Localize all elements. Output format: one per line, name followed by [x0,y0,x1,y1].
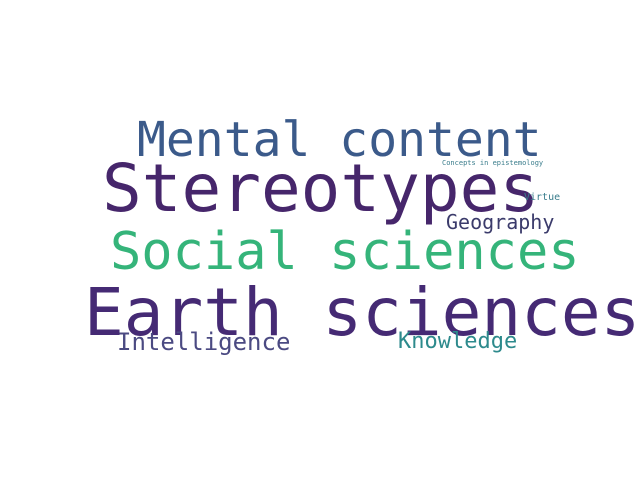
word-stereotypes: Stereotypes [102,150,540,227]
word-concepts-in-epistemology: Concepts in epistemology [442,159,544,167]
word-geography: Geography [446,210,555,234]
word-knowledge: Knowledge [398,329,518,354]
word-mental-content: Mental content [137,112,542,168]
word-virtue: Virtue [524,192,561,203]
word-intelligence: Intelligence [117,328,291,356]
word-social-sciences: Social sciences [110,222,580,282]
word-earth-sciences: Earth sciences [84,274,640,351]
